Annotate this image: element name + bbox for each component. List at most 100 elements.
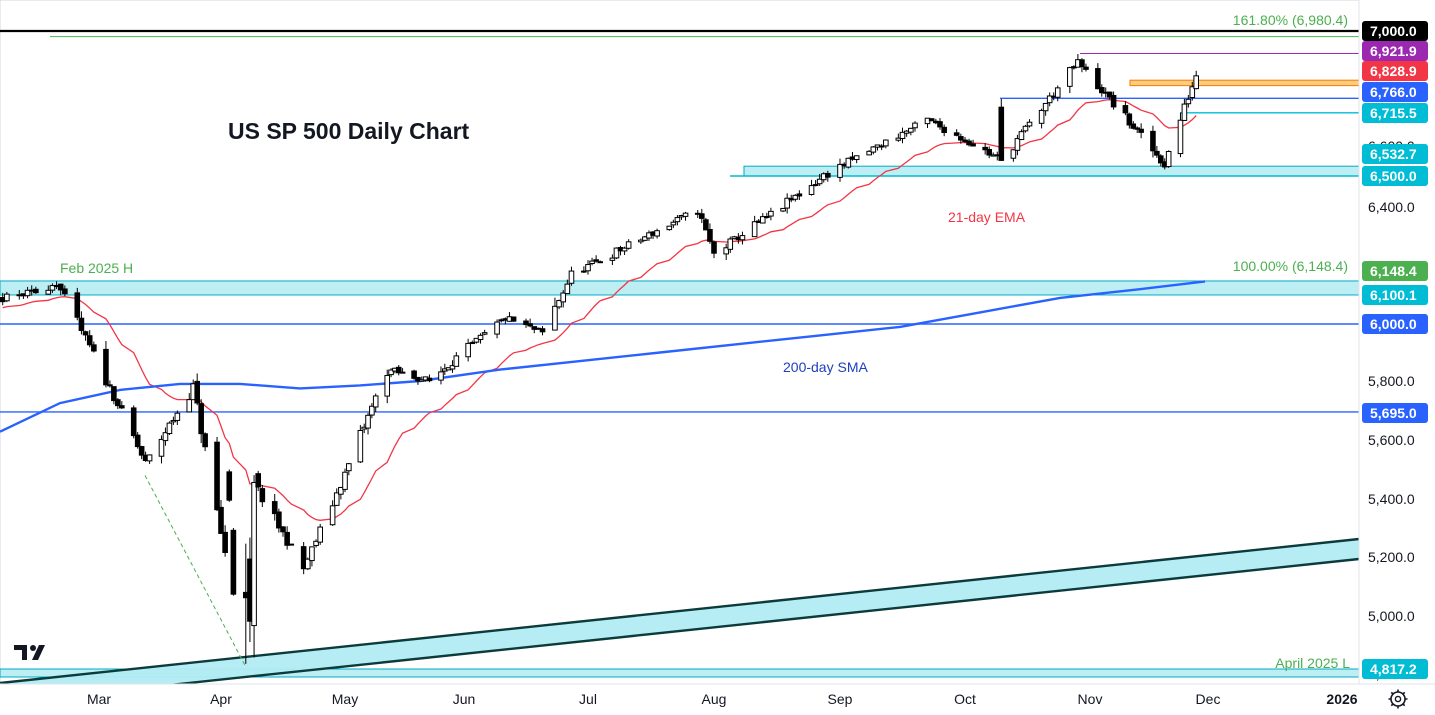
candle[interactable]: [158, 435, 165, 464]
candle[interactable]: [309, 546, 315, 567]
candle[interactable]: [1134, 126, 1141, 134]
candle[interactable]: [1046, 92, 1053, 107]
candle[interactable]: [280, 526, 286, 537]
candle[interactable]: [908, 127, 914, 136]
candle[interactable]: [218, 500, 224, 535]
candle[interactable]: [146, 454, 153, 464]
candle[interactable]: [953, 129, 960, 137]
candle[interactable]: [91, 341, 97, 353]
candle[interactable]: [1010, 149, 1017, 162]
candle[interactable]: [1099, 84, 1105, 97]
candle[interactable]: [613, 247, 620, 260]
candle[interactable]: [346, 462, 352, 476]
candle[interactable]: [1185, 94, 1192, 108]
candle[interactable]: [222, 525, 228, 557]
candle[interactable]: [329, 500, 336, 526]
price-tag[interactable]: 6,828.9: [1362, 61, 1428, 81]
candle[interactable]: [937, 118, 943, 130]
candle[interactable]: [739, 231, 746, 245]
candle[interactable]: [251, 475, 257, 658]
candle[interactable]: [812, 180, 819, 187]
candle[interactable]: [1067, 66, 1073, 94]
candle[interactable]: [214, 436, 220, 512]
candle[interactable]: [174, 410, 181, 426]
candle[interactable]: [449, 360, 456, 373]
candle[interactable]: [970, 139, 976, 147]
candle[interactable]: [870, 145, 877, 155]
candle[interactable]: [473, 337, 480, 344]
candle[interactable]: [395, 365, 402, 376]
price-tag[interactable]: 5,695.0: [1362, 403, 1428, 423]
candle[interactable]: [111, 386, 117, 405]
candle[interactable]: [453, 352, 460, 367]
sma-200-line[interactable]: [0, 280, 1206, 433]
candle[interactable]: [589, 257, 595, 266]
candle[interactable]: [57, 283, 64, 296]
candle[interactable]: [638, 238, 644, 244]
candle[interactable]: [539, 326, 546, 336]
candle[interactable]: [138, 445, 145, 460]
candle[interactable]: [288, 543, 295, 546]
candle[interactable]: [372, 393, 379, 412]
candle[interactable]: [230, 528, 237, 596]
candle[interactable]: [642, 235, 648, 242]
candle[interactable]: [103, 341, 109, 388]
candle[interactable]: [62, 285, 68, 296]
candle[interactable]: [170, 416, 177, 425]
candle[interactable]: [711, 240, 717, 259]
candle[interactable]: [438, 366, 444, 385]
candle[interactable]: [621, 246, 628, 255]
price-tag[interactable]: 6,532.7: [1362, 144, 1428, 164]
candle[interactable]: [784, 193, 790, 214]
candle[interactable]: [625, 239, 632, 250]
candle[interactable]: [899, 127, 906, 144]
candle[interactable]: [338, 486, 344, 500]
candle[interactable]: [568, 266, 575, 286]
candle[interactable]: [780, 207, 786, 213]
candle[interactable]: [581, 266, 587, 274]
candle[interactable]: [202, 432, 208, 452]
candle[interactable]: [45, 285, 52, 295]
candle[interactable]: [699, 208, 705, 224]
price-tag[interactable]: 6,715.5: [1362, 103, 1428, 123]
candle[interactable]: [751, 215, 758, 238]
candle[interactable]: [1126, 112, 1133, 129]
candle[interactable]: [1158, 154, 1164, 167]
candle[interactable]: [115, 397, 121, 410]
candle[interactable]: [33, 286, 39, 294]
candle[interactable]: [399, 368, 406, 374]
candle[interactable]: [365, 412, 371, 435]
candle[interactable]: [86, 330, 93, 348]
candle[interactable]: [74, 287, 81, 321]
candle[interactable]: [878, 144, 885, 151]
candle[interactable]: [527, 318, 533, 328]
candle[interactable]: [333, 488, 340, 507]
candle[interactable]: [1165, 150, 1172, 168]
candle[interactable]: [1177, 112, 1184, 158]
candle[interactable]: [912, 121, 918, 132]
candle[interactable]: [1079, 58, 1085, 73]
candle[interactable]: [560, 290, 567, 308]
candle[interactable]: [276, 508, 282, 533]
time-axis[interactable]: [0, 684, 1435, 715]
price-tag[interactable]: 6,148.4: [1362, 261, 1428, 281]
candle[interactable]: [384, 369, 391, 404]
gear-icon[interactable]: [1388, 689, 1408, 709]
price-tag[interactable]: 6,921.9: [1362, 41, 1428, 61]
candle[interactable]: [1110, 91, 1117, 110]
candle[interactable]: [1042, 102, 1049, 116]
candle[interactable]: [674, 215, 681, 226]
candle[interactable]: [78, 311, 85, 335]
candle[interactable]: [764, 212, 770, 219]
candle[interactable]: [1038, 108, 1045, 129]
candle[interactable]: [796, 190, 803, 201]
candle[interactable]: [593, 255, 599, 263]
candle[interactable]: [966, 138, 972, 147]
candle[interactable]: [707, 223, 713, 244]
candle[interactable]: [82, 330, 89, 341]
candle[interactable]: [119, 401, 125, 409]
candle[interactable]: [895, 133, 902, 142]
candle[interactable]: [134, 432, 141, 449]
candle[interactable]: [1193, 70, 1200, 90]
candle[interactable]: [1026, 119, 1033, 128]
